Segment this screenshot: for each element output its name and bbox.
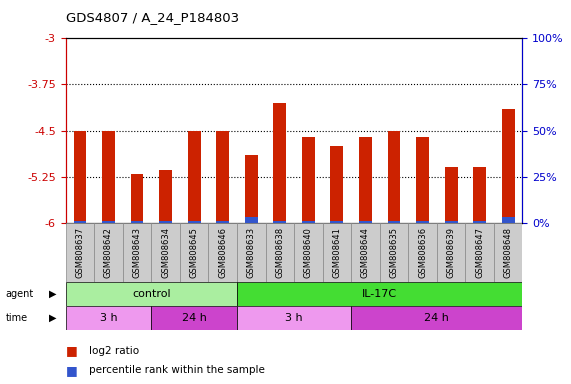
Bar (66, 306, 151, 330)
Text: GSM808633: GSM808633 (247, 227, 256, 278)
Bar (473, 167, 486, 223)
Text: GSM808644: GSM808644 (361, 227, 370, 278)
Bar (437, 223, 465, 282)
Text: ■: ■ (66, 364, 78, 377)
Text: control: control (132, 289, 171, 299)
Text: GSM808640: GSM808640 (304, 227, 313, 278)
Bar (274, 103, 286, 223)
Bar (102, 131, 115, 223)
Bar (408, 223, 437, 282)
Bar (465, 223, 494, 282)
Bar (102, 221, 115, 223)
Bar (351, 306, 522, 330)
Text: GSM808643: GSM808643 (132, 227, 142, 278)
Bar (74, 131, 86, 223)
Bar (159, 221, 172, 223)
Text: agent: agent (6, 289, 34, 299)
Bar (208, 223, 237, 282)
Bar (245, 217, 258, 223)
Bar (159, 170, 172, 223)
Text: ▶: ▶ (49, 313, 56, 323)
Bar (188, 131, 200, 223)
Bar (131, 174, 143, 223)
Bar (131, 221, 143, 223)
Text: 3 h: 3 h (100, 313, 117, 323)
Text: time: time (6, 313, 28, 323)
Bar (351, 223, 380, 282)
Bar (237, 282, 522, 306)
Text: GSM808636: GSM808636 (418, 227, 427, 278)
Text: percentile rank within the sample: percentile rank within the sample (89, 365, 264, 375)
Text: GSM808637: GSM808637 (75, 227, 85, 278)
Bar (416, 137, 429, 223)
Text: GSM808641: GSM808641 (332, 227, 341, 278)
Bar (388, 221, 400, 223)
Text: GSM808648: GSM808648 (504, 227, 513, 278)
Text: GDS4807 / A_24_P184803: GDS4807 / A_24_P184803 (66, 12, 239, 25)
Bar (323, 223, 351, 282)
Bar (180, 223, 208, 282)
Bar (188, 221, 200, 223)
Text: 24 h: 24 h (424, 313, 449, 323)
Bar (502, 109, 514, 223)
Bar (94, 223, 123, 282)
Bar (331, 221, 343, 223)
Bar (359, 137, 372, 223)
Bar (66, 223, 94, 282)
Text: GSM808638: GSM808638 (275, 227, 284, 278)
Text: GSM808645: GSM808645 (190, 227, 199, 278)
Bar (445, 221, 457, 223)
Bar (123, 223, 151, 282)
Bar (151, 306, 237, 330)
Bar (445, 167, 457, 223)
Text: GSM808646: GSM808646 (218, 227, 227, 278)
Text: 24 h: 24 h (182, 313, 207, 323)
Bar (380, 223, 408, 282)
Bar (294, 223, 323, 282)
Bar (359, 221, 372, 223)
Text: GSM808635: GSM808635 (389, 227, 399, 278)
Bar (237, 223, 266, 282)
Text: GSM808647: GSM808647 (475, 227, 484, 278)
Bar (494, 223, 522, 282)
Bar (216, 131, 229, 223)
Bar (331, 146, 343, 223)
Text: ▶: ▶ (49, 289, 56, 299)
Bar (388, 131, 400, 223)
Text: IL-17C: IL-17C (362, 289, 397, 299)
Bar (302, 137, 315, 223)
Text: GSM808634: GSM808634 (161, 227, 170, 278)
Bar (151, 223, 180, 282)
Text: log2 ratio: log2 ratio (89, 346, 139, 356)
Bar (473, 221, 486, 223)
Bar (416, 221, 429, 223)
Bar (216, 221, 229, 223)
Bar (245, 155, 258, 223)
Bar (266, 223, 294, 282)
Bar (274, 221, 286, 223)
Bar (502, 217, 514, 223)
Bar (74, 221, 86, 223)
Text: ■: ■ (66, 344, 78, 358)
Bar (66, 282, 237, 306)
Text: 3 h: 3 h (286, 313, 303, 323)
Text: GSM808639: GSM808639 (447, 227, 456, 278)
Bar (237, 306, 351, 330)
Text: GSM808642: GSM808642 (104, 227, 113, 278)
Bar (302, 221, 315, 223)
